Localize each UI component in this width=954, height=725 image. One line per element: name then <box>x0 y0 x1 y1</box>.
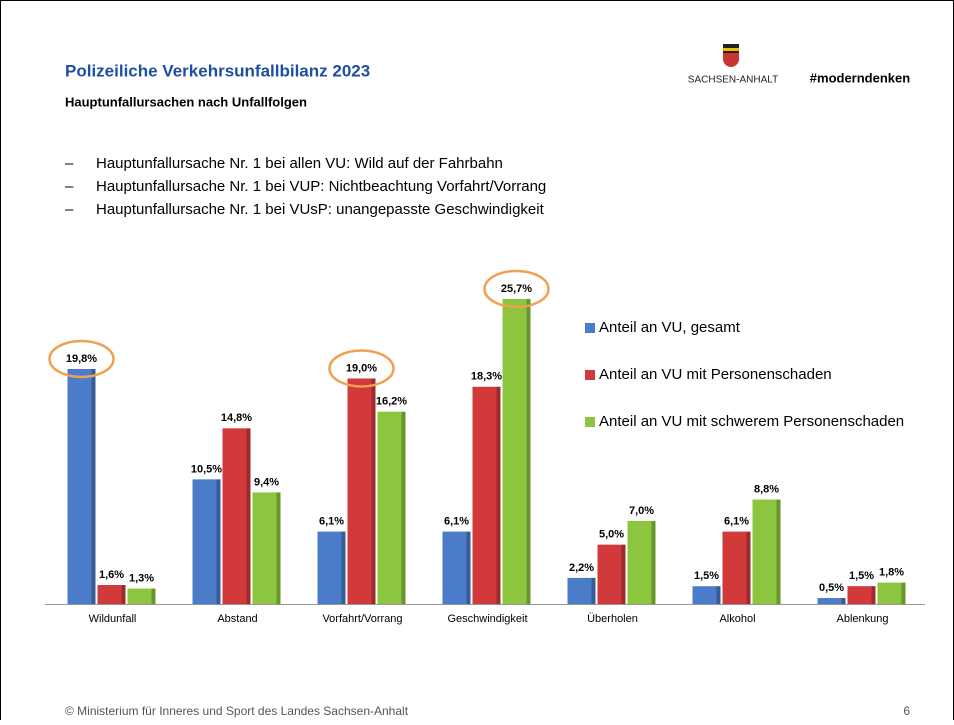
footer: © Ministerium für Inneres und Sport des … <box>65 704 409 718</box>
bar <box>377 411 406 604</box>
bar-edge <box>341 531 346 604</box>
data-label: 25,7% <box>501 283 532 295</box>
data-label: 2,2% <box>569 562 594 574</box>
bar <box>817 598 846 604</box>
data-label: 1,8% <box>879 567 904 579</box>
x-tick-label: Ablenkung <box>837 613 889 625</box>
data-label: 16,2% <box>376 396 407 408</box>
bar <box>627 520 656 604</box>
data-label: 19,0% <box>346 362 377 374</box>
bar <box>847 586 876 604</box>
legend-label: Anteil an VU mit Personenschaden <box>599 366 832 383</box>
bar <box>222 428 251 604</box>
bar-edge <box>591 577 596 604</box>
coat-stripe <box>723 48 739 51</box>
legend-swatch <box>585 417 595 427</box>
subtitle: Hauptunfallursachen nach Unfallfolgen <box>65 94 307 109</box>
bullet-dash: – <box>65 178 74 195</box>
bar <box>752 499 781 604</box>
bar <box>192 479 221 604</box>
bullet-dash: – <box>65 155 74 172</box>
bar <box>502 298 531 604</box>
bar-edge <box>91 368 96 604</box>
bullet: Hauptunfallursache Nr. 1 bei allen VU: W… <box>96 155 503 172</box>
bar <box>97 585 126 604</box>
page-number: 6 <box>903 704 910 718</box>
data-label: 10,5% <box>191 463 222 475</box>
data-label: 6,1% <box>444 515 469 527</box>
x-tick-label: Vorfahrt/Vorrang <box>322 613 402 625</box>
bar <box>317 531 346 604</box>
bar-edge <box>496 386 501 604</box>
bar <box>567 577 596 604</box>
bar <box>472 386 501 604</box>
x-tick-label: Überholen <box>587 613 638 625</box>
bar <box>597 544 626 604</box>
bar <box>252 492 281 604</box>
bar <box>67 368 96 604</box>
data-label: 7,0% <box>629 505 654 517</box>
logo-text: SACHSEN-ANHALT <box>688 75 778 86</box>
legend-swatch <box>585 370 595 380</box>
title: Polizeiliche Verkehrsunfallbilanz 2023 <box>65 61 370 80</box>
data-label: 1,5% <box>849 570 874 582</box>
bar-edge <box>121 585 126 604</box>
data-label: 0,5% <box>819 582 844 594</box>
data-label: 6,1% <box>319 515 344 527</box>
bar-edge <box>276 492 281 604</box>
bar <box>692 586 721 604</box>
data-label: 8,8% <box>754 483 779 495</box>
highlight-circle <box>483 269 550 309</box>
bar-edge <box>526 298 531 604</box>
data-label: 18,3% <box>471 371 502 383</box>
highlight-circle <box>48 339 115 379</box>
bar-edge <box>466 531 471 604</box>
x-tick-label: Geschwindigkeit <box>447 613 527 625</box>
bar-edge <box>841 598 846 604</box>
data-label: 19,8% <box>66 353 97 365</box>
x-tick-label: Alkohol <box>719 613 755 625</box>
bar-edge <box>401 411 406 604</box>
legend-label: Anteil an VU mit schwerem Personenschade… <box>599 413 904 430</box>
bar-edge <box>901 582 906 604</box>
data-label: 6,1% <box>724 515 749 527</box>
legend-label: Anteil an VU, gesamt <box>599 319 741 336</box>
bar-edge <box>776 499 781 604</box>
bar-edge <box>871 586 876 604</box>
bar <box>722 531 751 604</box>
data-label: 1,3% <box>129 572 154 584</box>
data-label: 1,5% <box>694 570 719 582</box>
bar-edge <box>371 378 376 604</box>
x-tick-label: Wildunfall <box>89 613 137 625</box>
x-tick-label: Abstand <box>217 613 257 625</box>
data-label: 5,0% <box>599 529 624 541</box>
legend-swatch <box>585 323 595 333</box>
bullet: Hauptunfallursache Nr. 1 bei VUP: Nichtb… <box>96 178 546 195</box>
bar-edge <box>621 544 626 604</box>
bar-edge <box>746 531 751 604</box>
hashtag: #moderndenken <box>810 70 910 85</box>
highlight-circle <box>328 349 395 388</box>
logo <box>723 44 739 67</box>
bar <box>877 582 906 604</box>
bullet-dash: – <box>65 201 74 218</box>
data-label: 1,6% <box>99 569 124 581</box>
data-label: 14,8% <box>221 412 252 424</box>
bar-edge <box>651 520 656 604</box>
bar-edge <box>216 479 221 604</box>
bar-edge <box>246 428 251 604</box>
coat-shield <box>723 53 739 67</box>
bullet: Hauptunfallursache Nr. 1 bei VUsP: unang… <box>96 201 545 218</box>
bar-edge <box>716 586 721 604</box>
bar <box>347 378 376 604</box>
bar-edge <box>151 588 156 604</box>
bar <box>442 531 471 604</box>
bar <box>127 588 156 604</box>
data-label: 9,4% <box>254 476 279 488</box>
